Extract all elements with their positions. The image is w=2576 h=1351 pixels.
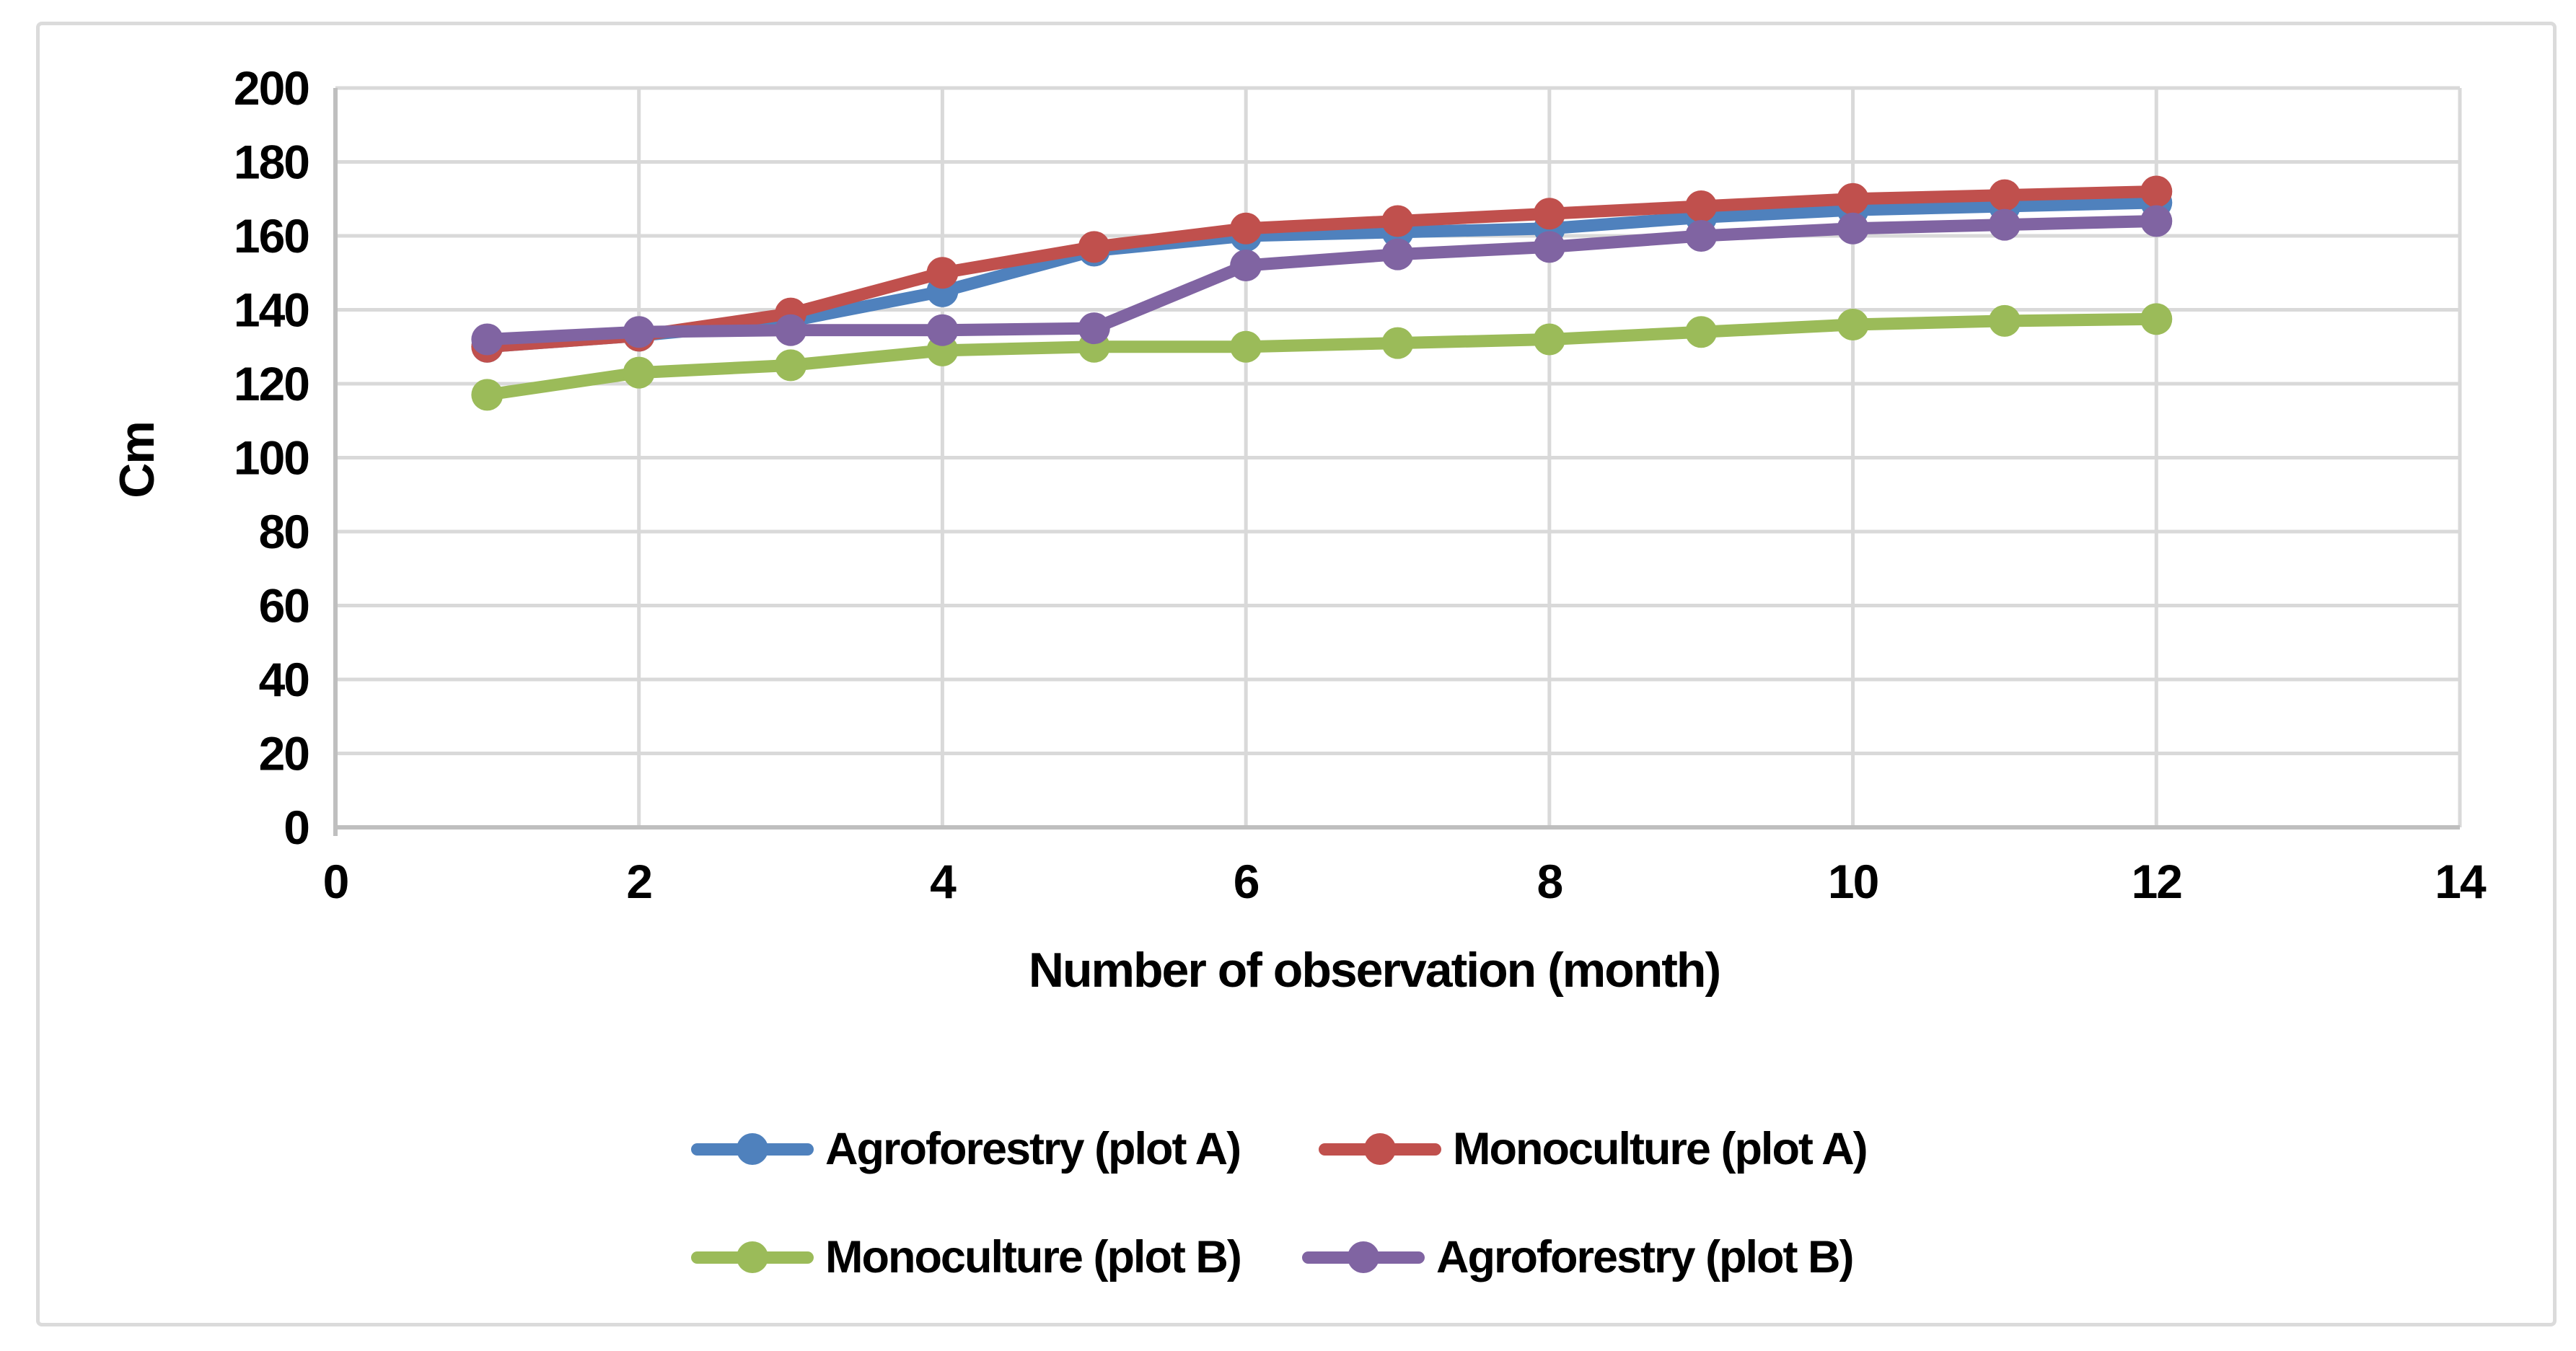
legend-marker-icon xyxy=(1302,1241,1425,1273)
data-point-marker xyxy=(926,257,959,289)
y-tick-label: 140 xyxy=(234,283,309,337)
data-point-marker xyxy=(1078,312,1110,345)
series-line xyxy=(480,312,2163,401)
x-tick-label: 12 xyxy=(2132,855,2182,908)
x-tick-label: 4 xyxy=(930,855,957,908)
data-point-marker xyxy=(1230,212,1262,245)
data-point-marker xyxy=(1685,316,1718,348)
x-tick-label: 10 xyxy=(1828,855,1878,908)
series-lines xyxy=(471,175,2173,411)
x-axis-title: Number of observation (month) xyxy=(1029,943,1720,998)
data-point-marker xyxy=(1988,208,2021,241)
x-tick-label: 8 xyxy=(1537,855,1562,908)
data-point-marker xyxy=(471,379,504,411)
legend-item-agroforestry-plot-a: Agroforestry (plot A) xyxy=(691,1124,1241,1174)
y-axis-labels: 0 20 40 60 80 100 120 140 160 180 200 xyxy=(234,61,310,854)
data-point-marker xyxy=(1988,304,2021,337)
y-tick-label: 100 xyxy=(234,431,309,485)
legend-label: Agroforestry (plot A) xyxy=(825,1124,1241,1174)
y-tick-label: 40 xyxy=(259,653,309,706)
data-point-marker xyxy=(1685,220,1718,252)
legend-label: Monoculture (plot A) xyxy=(1453,1124,1868,1174)
y-tick-label: 80 xyxy=(259,505,309,558)
data-point-marker xyxy=(1381,238,1414,270)
legend-marker-icon xyxy=(691,1133,814,1165)
data-point-marker xyxy=(1381,205,1414,237)
series-line xyxy=(480,185,2163,353)
y-tick-label: 200 xyxy=(234,61,309,115)
data-point-marker xyxy=(1381,327,1414,359)
x-axis-labels: 0 2 4 6 8 10 12 14 xyxy=(323,855,2488,908)
x-tick-label: 2 xyxy=(626,855,651,908)
legend-item-agroforestry-plot-b: Agroforestry (plot B) xyxy=(1302,1232,1854,1282)
x-tick-label: 6 xyxy=(1234,855,1259,908)
legend-label: Agroforestry (plot B) xyxy=(1436,1232,1854,1282)
data-point-marker xyxy=(775,314,807,346)
y-tick-label: 160 xyxy=(234,209,309,263)
data-point-marker xyxy=(1685,190,1718,222)
data-point-marker xyxy=(471,323,504,356)
data-point-marker xyxy=(926,314,959,346)
x-tick-label: 14 xyxy=(2435,855,2487,908)
series-line xyxy=(480,215,2163,346)
legend-label: Monoculture (plot B) xyxy=(825,1232,1242,1282)
data-point-marker xyxy=(2140,175,2173,208)
data-point-marker xyxy=(1230,330,1262,363)
legend-marker-icon xyxy=(691,1241,814,1273)
data-point-marker xyxy=(1837,309,1869,340)
plot-border xyxy=(333,86,2462,836)
data-point-marker xyxy=(623,316,655,348)
data-point-marker xyxy=(775,349,807,382)
data-point-marker xyxy=(1988,179,2021,211)
y-tick-label: 20 xyxy=(259,727,309,780)
y-tick-label: 0 xyxy=(283,801,309,854)
y-tick-label: 120 xyxy=(234,357,309,410)
legend-marker-icon xyxy=(1319,1133,1441,1165)
legend-item-monoculture-plot-a: Monoculture (plot A) xyxy=(1319,1124,1868,1174)
data-point-marker xyxy=(1230,250,1262,281)
x-tick-label: 0 xyxy=(323,855,348,908)
data-point-marker xyxy=(1837,182,1869,215)
y-tick-label: 180 xyxy=(234,136,309,189)
y-axis-title: Cm xyxy=(110,422,164,498)
data-point-marker xyxy=(1078,231,1110,263)
data-point-marker xyxy=(1533,323,1565,356)
data-point-marker xyxy=(1837,212,1869,245)
data-point-marker xyxy=(623,356,655,389)
y-tick-label: 60 xyxy=(259,579,309,633)
data-point-marker xyxy=(1533,198,1565,230)
data-point-marker xyxy=(1533,231,1565,263)
legend-item-monoculture-plot-b: Monoculture (plot B) xyxy=(691,1232,1242,1282)
data-point-marker xyxy=(2140,303,2173,335)
data-point-marker xyxy=(2140,205,2173,237)
